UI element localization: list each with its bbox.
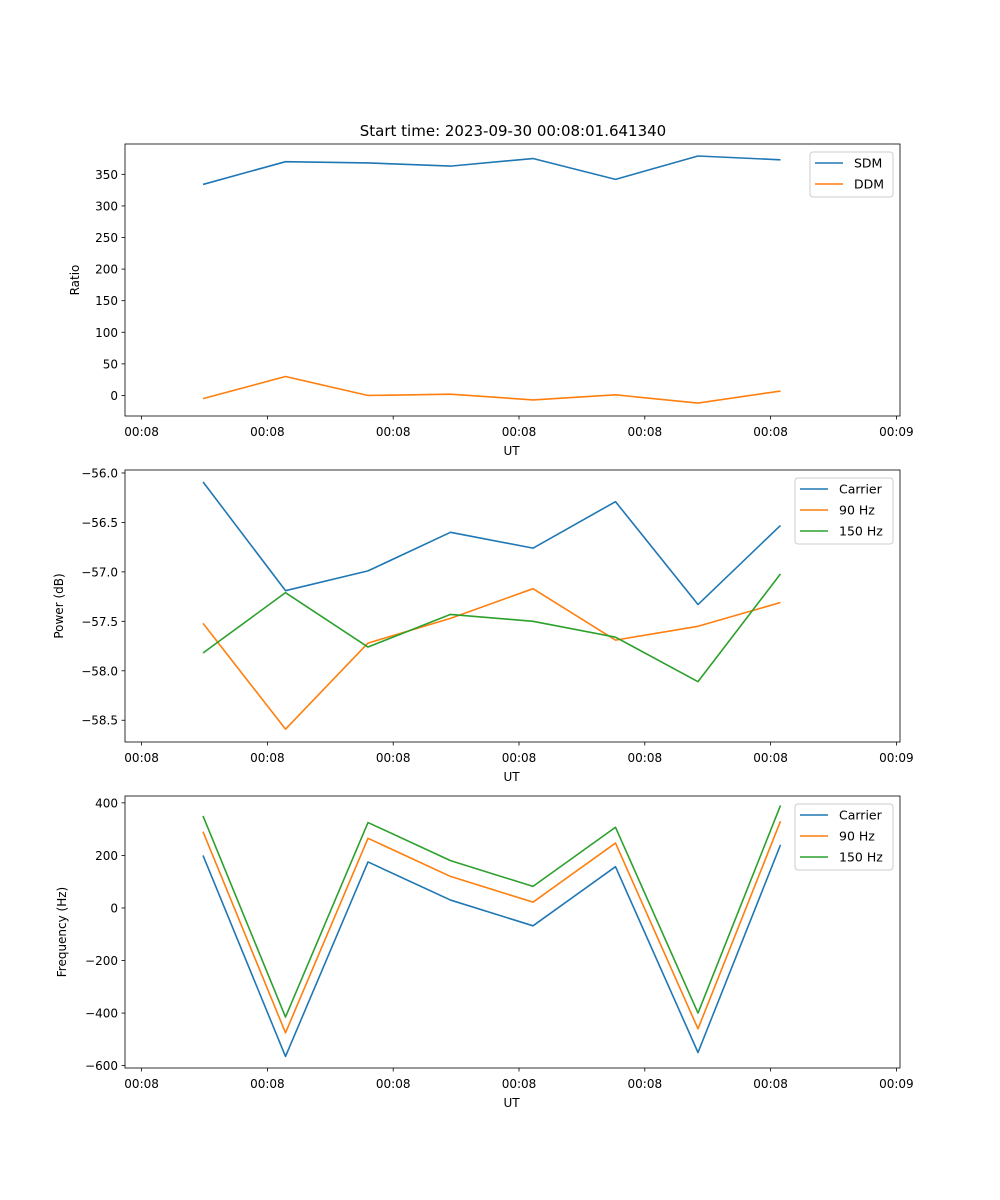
y-tick-label: −56.5 <box>81 516 118 530</box>
y-axis-label: Ratio <box>68 265 82 296</box>
panel-1: 0 50 100 150 200 250 300 350 00:08 00:08 00:08 00:0… <box>68 143 914 458</box>
series-line-ddm <box>202 375 781 404</box>
axes-frame <box>124 469 901 743</box>
y-tick-label: −57.0 <box>81 565 118 579</box>
panel-2: −56.0 −56.5 −57.0 −57.5 −58.0 −58.5 00:08 00:08… <box>52 466 914 784</box>
x-tick-label: 00:09 <box>879 751 914 765</box>
axes-frame <box>124 795 901 1069</box>
x-tick-label: 00:08 <box>376 425 411 439</box>
x-tick-label: 00:08 <box>753 425 788 439</box>
x-tick-label: 00:08 <box>502 425 537 439</box>
x-axis-label: UT <box>503 770 520 784</box>
x-tick-label: 00:08 <box>753 751 788 765</box>
y-tick-label: 50 <box>103 357 118 371</box>
axes-frame <box>124 143 901 417</box>
y-tick-label: −400 <box>85 1007 118 1021</box>
y-tick-label: 300 <box>95 199 118 213</box>
y-tick-label: 100 <box>95 326 118 340</box>
y-tick-label: −200 <box>85 954 118 968</box>
legend-label: DDM <box>854 177 884 192</box>
x-tick-label: 00:08 <box>502 1077 537 1091</box>
x-tick-label: 00:08 <box>250 1077 285 1091</box>
y-tick-label: −58.0 <box>81 664 118 678</box>
y-tick-label: 200 <box>95 263 118 277</box>
y-tick-label: 250 <box>95 231 118 245</box>
x-axis-label: UT <box>503 1096 520 1110</box>
y-axis-label: Power (dB) <box>52 573 66 638</box>
figure-title: Start time: 2023-09-30 00:08:01.641340 <box>360 122 666 140</box>
y-tick-label: −600 <box>85 1059 118 1073</box>
x-axis-label: UT <box>503 444 520 458</box>
x-tick-label: 00:09 <box>879 1077 914 1091</box>
x-tick-label: 00:08 <box>124 751 159 765</box>
y-tick-label: 400 <box>95 796 118 810</box>
series-line-sdm <box>202 155 781 186</box>
y-tick-label: 0 <box>110 901 118 915</box>
y-tick-label: 0 <box>110 389 118 403</box>
x-tick-label: 00:08 <box>753 1077 788 1091</box>
x-tick-label: 00:08 <box>250 425 285 439</box>
legend-label: 150 Hz <box>839 524 883 539</box>
series-line-150-hz <box>202 573 782 683</box>
legend-box <box>794 477 894 545</box>
legend-box <box>794 803 894 871</box>
panel-3: 400 200 0 −200 −400 −600 00:08 00:08 00:08 00:08 0… <box>55 795 914 1110</box>
legend-label: 150 Hz <box>839 850 883 865</box>
x-tick-label: 00:08 <box>124 425 159 439</box>
legend-label: 90 Hz <box>839 503 875 518</box>
legend: Carrier 90 Hz 150 Hz <box>794 803 894 871</box>
legend-label: Carrier <box>839 482 883 497</box>
legend: SDM DDM <box>809 151 894 198</box>
legend-label: Carrier <box>839 808 883 823</box>
legend-label: SDM <box>854 156 882 171</box>
series-line-150-hz <box>202 805 782 1018</box>
x-tick-label: 00:08 <box>628 751 663 765</box>
x-tick-label: 00:08 <box>502 751 537 765</box>
x-tick-label: 00:08 <box>250 751 285 765</box>
y-tick-label: 350 <box>95 168 118 182</box>
series-line-90-hz <box>202 587 781 730</box>
y-tick-label: −56.0 <box>81 466 118 480</box>
y-tick-label: −57.5 <box>81 615 118 629</box>
y-tick-label: −58.5 <box>81 714 118 728</box>
y-axis-label: Frequency (Hz) <box>55 887 69 978</box>
series-line-90-hz <box>202 820 782 1034</box>
y-tick-label: 200 <box>95 849 118 863</box>
series-line-carrier <box>202 844 782 1058</box>
legend: Carrier 90 Hz 150 Hz <box>794 477 894 545</box>
series-line-carrier <box>202 481 782 606</box>
legend-label: 90 Hz <box>839 829 875 844</box>
x-tick-label: 00:09 <box>879 425 914 439</box>
x-tick-label: 00:08 <box>376 751 411 765</box>
x-tick-label: 00:08 <box>628 1077 663 1091</box>
y-tick-label: 150 <box>95 294 118 308</box>
x-tick-label: 00:08 <box>628 425 663 439</box>
x-tick-label: 00:08 <box>376 1077 411 1091</box>
x-tick-label: 00:08 <box>124 1077 159 1091</box>
